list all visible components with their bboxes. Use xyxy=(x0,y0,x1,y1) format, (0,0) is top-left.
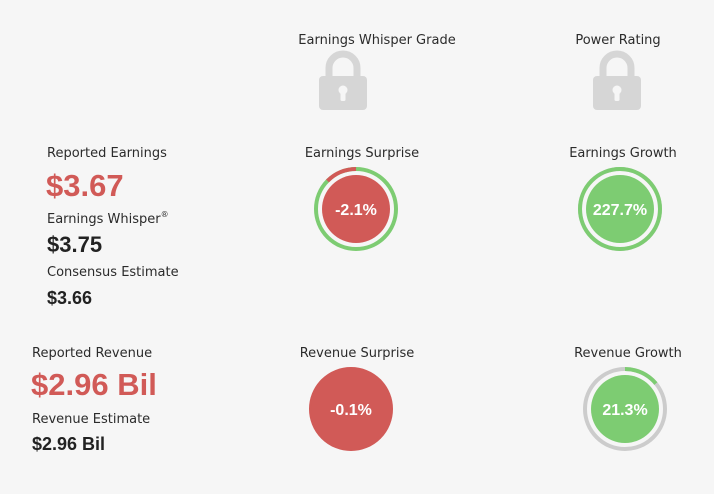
whisper-grade-header: Earnings Whisper Grade xyxy=(298,33,456,48)
revenue-growth-ring: 21.3% xyxy=(583,367,667,451)
revenue-growth-arc xyxy=(583,367,667,451)
earnings-growth-ring: 227.7% xyxy=(578,167,662,251)
reported-revenue-value: $2.96 Bil xyxy=(31,367,157,402)
earnings-surprise-ring: -2.1% xyxy=(314,167,398,251)
reported-earnings-label: Reported Earnings xyxy=(47,146,167,161)
reported-earnings-value: $3.67 xyxy=(46,168,124,203)
earnings-whisper-label-text: Earnings Whisper xyxy=(47,212,161,227)
consensus-estimate-value: $3.66 xyxy=(47,288,93,308)
revenue-growth-label: Revenue Growth xyxy=(574,346,682,361)
earnings-surprise-value: -2.1% xyxy=(335,202,377,219)
earnings-growth-value: 227.7% xyxy=(593,202,647,219)
revenue-surprise-value: -0.1% xyxy=(330,402,372,419)
consensus-estimate-label: Consensus Estimate xyxy=(47,265,179,280)
power-rating-header: Power Rating xyxy=(575,33,661,48)
earnings-whisper-value: $3.75 xyxy=(47,232,103,257)
earnings-growth-label: Earnings Growth xyxy=(569,146,677,161)
revenue-surprise-ring: -0.1% xyxy=(309,367,393,451)
earnings-whisper-label: Earnings Whisper® xyxy=(47,210,169,227)
revenue-estimate-value: $2.96 Bil xyxy=(32,434,106,454)
revenue-surprise-label: Revenue Surprise xyxy=(299,346,415,361)
registered-mark: ® xyxy=(160,210,169,219)
earnings-surprise-arc xyxy=(314,167,398,251)
revenue-growth-value: 21.3% xyxy=(602,402,647,419)
earnings-surprise-disc xyxy=(322,175,390,243)
earnings-growth-arc xyxy=(578,167,662,251)
revenue-surprise-disc xyxy=(311,369,391,449)
whisper-grade-lock-icon xyxy=(319,50,367,110)
power-rating-lock-icon xyxy=(593,50,641,110)
revenue-estimate-label: Revenue Estimate xyxy=(32,412,151,427)
revenue-growth-disc xyxy=(591,375,659,443)
earnings-surprise-label: Earnings Surprise xyxy=(304,146,420,161)
reported-revenue-label: Reported Revenue xyxy=(32,346,153,361)
earnings-growth-disc xyxy=(586,175,654,243)
